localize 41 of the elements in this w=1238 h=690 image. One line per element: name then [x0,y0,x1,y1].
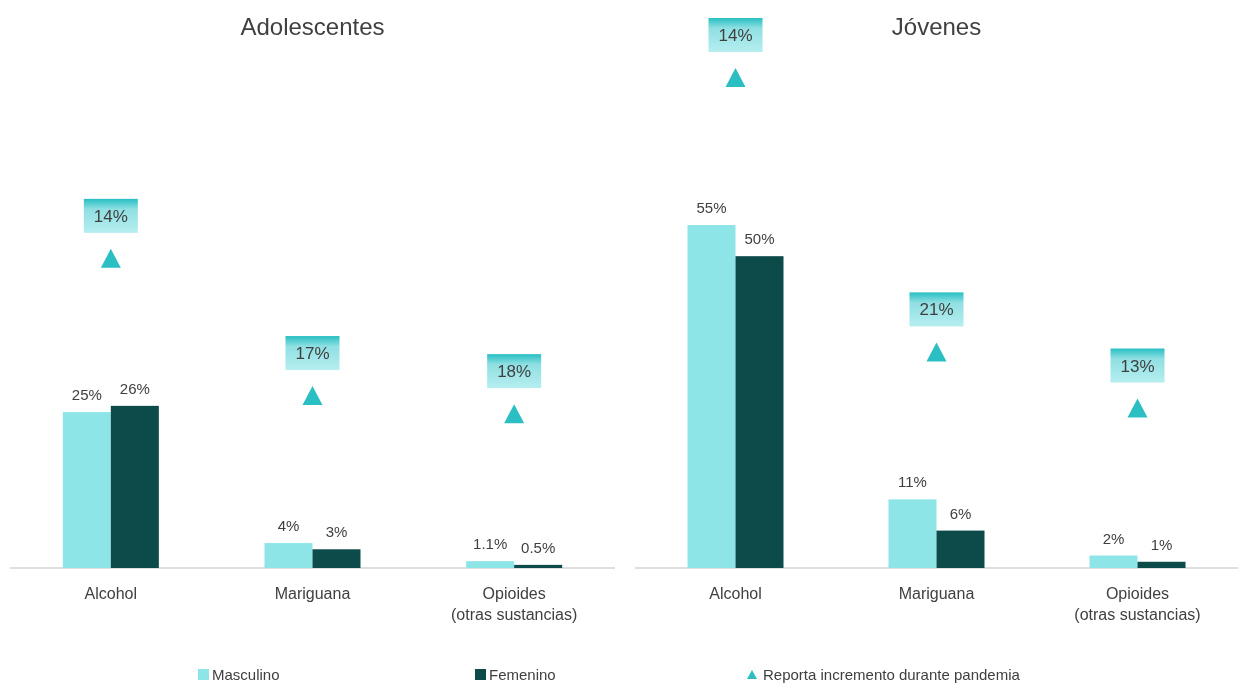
data-label: 25% [71,386,102,404]
data-label: 50% [744,230,775,248]
bar [62,412,111,568]
data-label: 3% [325,523,348,541]
bar [264,543,313,568]
bar [1089,555,1138,568]
x-tick-label: Alcohol [709,585,762,602]
x-tick-label: Mariguana [898,585,975,602]
annotation: 13% [1120,356,1155,376]
bar [110,405,159,568]
annotation: 21% [919,300,954,320]
x-tick-label: Opioides (otras sustancias) [1074,585,1201,623]
bar [735,256,784,568]
text: 18% [497,362,532,382]
data-label: 4% [277,517,300,535]
x-tick-label: Alcohol [84,585,138,602]
data-label: 2% [1102,529,1125,547]
data-label: 6% [949,504,972,522]
legend-label: Femenino [489,666,556,683]
text: 17% [295,344,330,364]
text: 14% [93,206,128,226]
bar [466,561,515,568]
data-label: 55% [696,199,727,216]
text: Reporta incremento durante pandemia [763,666,1021,683]
bar [1137,561,1186,568]
bar [888,499,937,568]
bar [936,530,985,568]
x-tick-label: Opioides (otras sustancias) [451,585,578,623]
data-label: 26% [119,379,150,397]
chart-title: Adolescentes [240,13,385,40]
bar [514,564,563,568]
data-label: 0.5% [521,538,556,556]
data-label: 1.1% [473,535,508,553]
text: 14% [718,26,753,45]
x-tick-label: Mariguana [274,585,351,602]
bar [687,225,736,568]
data-label: 11% [898,473,927,491]
legend-label: Masculino [212,666,280,683]
data-label: 1% [1150,535,1173,553]
bar [312,549,361,568]
chart-title: Jóvenes [891,13,982,40]
